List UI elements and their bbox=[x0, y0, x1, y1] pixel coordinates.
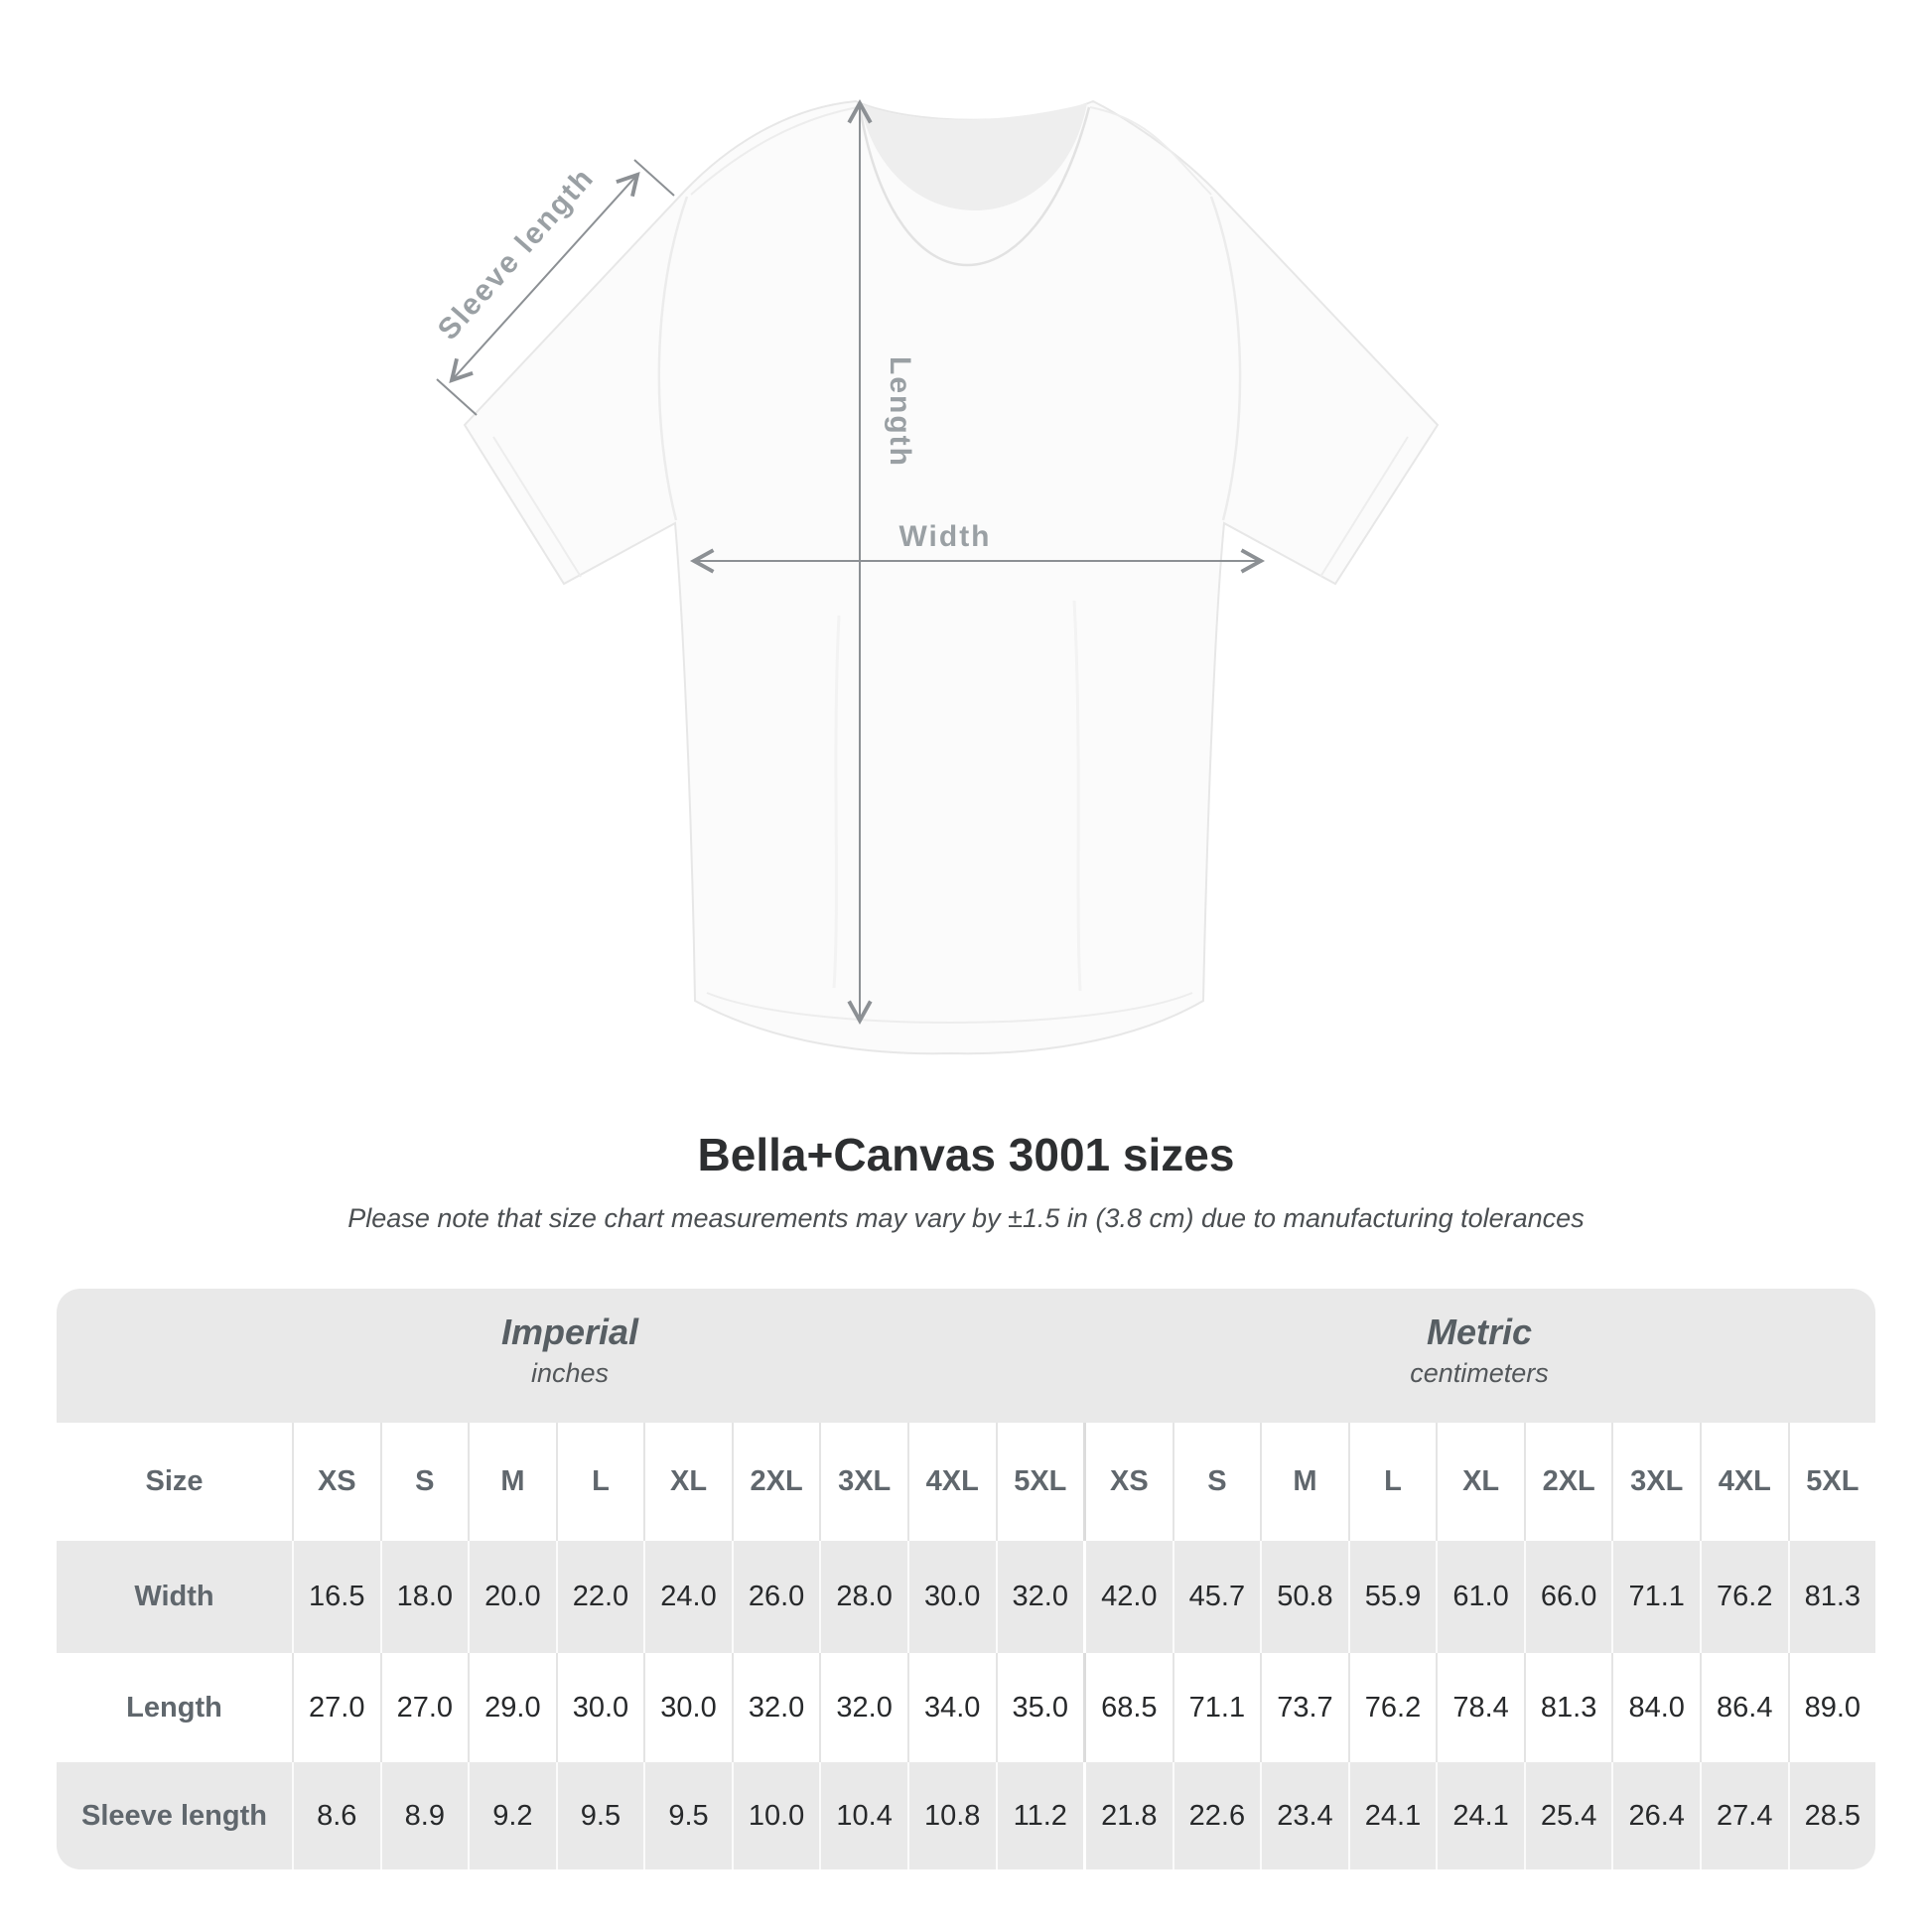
size-header-row: Size XS S M L XL 2XL 3XL 4XL 5XL XS S M L XL 2XL 3XL 4XL… bbox=[57, 1423, 1875, 1541]
size-column-header: 4XL bbox=[1700, 1423, 1788, 1541]
value-cell: 81.3 bbox=[1523, 1653, 1612, 1762]
imperial-group-header: Imperial inches bbox=[57, 1289, 1083, 1423]
size-column-header: XL bbox=[1436, 1423, 1524, 1541]
value-cell: 27.4 bbox=[1700, 1762, 1788, 1869]
value-cell: 27.0 bbox=[292, 1653, 380, 1762]
sleeve-length-arrow bbox=[436, 159, 675, 416]
value-cell: 10.4 bbox=[819, 1762, 907, 1869]
size-column-header: M bbox=[1260, 1423, 1348, 1541]
value-cell: 8.9 bbox=[379, 1762, 469, 1869]
value-cell: 24.1 bbox=[1347, 1762, 1437, 1869]
value-cell: 29.0 bbox=[468, 1653, 556, 1762]
metric-label: Metric bbox=[1426, 1311, 1533, 1352]
tshirt-illustration: Sleeve length Length Width bbox=[432, 98, 1440, 1055]
value-cell: 71.1 bbox=[1172, 1653, 1261, 1762]
value-cell: 45.7 bbox=[1172, 1541, 1261, 1653]
size-column-header: M bbox=[468, 1423, 556, 1541]
value-cell: 30.0 bbox=[555, 1653, 644, 1762]
value-cell: 68.5 bbox=[1083, 1653, 1173, 1762]
value-cell: 9.2 bbox=[468, 1762, 556, 1869]
value-cell: 55.9 bbox=[1347, 1541, 1437, 1653]
value-cell: 10.0 bbox=[731, 1762, 820, 1869]
length-label: Length bbox=[884, 356, 916, 468]
size-column-header: L bbox=[555, 1423, 644, 1541]
value-cell: 11.2 bbox=[995, 1762, 1084, 1869]
value-cell: 78.4 bbox=[1436, 1653, 1524, 1762]
value-cell: 71.1 bbox=[1611, 1541, 1700, 1653]
value-cell: 27.0 bbox=[379, 1653, 469, 1762]
value-cell: 22.6 bbox=[1172, 1762, 1261, 1869]
value-cell: 22.0 bbox=[555, 1541, 644, 1653]
row-label: Sleeve length bbox=[81, 1799, 267, 1832]
size-column-header: S bbox=[379, 1423, 469, 1541]
value-cell: 30.0 bbox=[906, 1541, 996, 1653]
value-cell: 9.5 bbox=[555, 1762, 644, 1869]
value-cell: 9.5 bbox=[643, 1762, 732, 1869]
size-column-header: 3XL bbox=[1611, 1423, 1700, 1541]
value-cell: 32.0 bbox=[995, 1541, 1084, 1653]
size-column-header: 5XL bbox=[1787, 1423, 1875, 1541]
imperial-unit: inches bbox=[530, 1358, 610, 1388]
value-cell: 86.4 bbox=[1700, 1653, 1788, 1762]
value-cell: 26.4 bbox=[1611, 1762, 1700, 1869]
size-column-header: XL bbox=[643, 1423, 732, 1541]
value-cell: 35.0 bbox=[995, 1653, 1084, 1762]
value-cell: 32.0 bbox=[731, 1653, 820, 1762]
value-cell: 73.7 bbox=[1260, 1653, 1348, 1762]
row-label: Width bbox=[134, 1581, 214, 1612]
value-cell: 8.6 bbox=[292, 1762, 380, 1869]
value-cell: 28.5 bbox=[1787, 1762, 1875, 1869]
value-cell: 81.3 bbox=[1787, 1541, 1875, 1653]
size-column-header: 2XL bbox=[1523, 1423, 1612, 1541]
size-column-header: 3XL bbox=[819, 1423, 907, 1541]
value-cell: 66.0 bbox=[1523, 1541, 1612, 1653]
value-cell: 26.0 bbox=[731, 1541, 820, 1653]
metric-unit: centimeters bbox=[1410, 1358, 1549, 1388]
size-column-header: XS bbox=[292, 1423, 380, 1541]
size-column-header: 2XL bbox=[731, 1423, 820, 1541]
width-label: Width bbox=[898, 520, 991, 553]
value-cell: 50.8 bbox=[1260, 1541, 1348, 1653]
imperial-label: Imperial bbox=[500, 1311, 639, 1352]
value-cell: 21.8 bbox=[1083, 1762, 1173, 1869]
metric-group-header: Metric centimeters bbox=[1083, 1289, 1875, 1423]
value-cell: 28.0 bbox=[819, 1541, 907, 1653]
value-cell: 34.0 bbox=[906, 1653, 996, 1762]
size-table: Imperial inches Metric centimeters Size … bbox=[57, 1289, 1875, 1869]
size-column-header: L bbox=[1347, 1423, 1437, 1541]
table-row-width: Width 16.5 18.0 20.0 22.0 24.0 26.0 28.0 30.0 32.… bbox=[57, 1541, 1875, 1653]
size-column-header: XS bbox=[1083, 1423, 1173, 1541]
value-cell: 10.8 bbox=[906, 1762, 996, 1869]
value-cell: 30.0 bbox=[643, 1653, 732, 1762]
unit-group-header: Imperial inches Metric centimeters bbox=[57, 1289, 1875, 1423]
value-cell: 20.0 bbox=[468, 1541, 556, 1653]
value-cell: 16.5 bbox=[292, 1541, 380, 1653]
tshirt-shape bbox=[463, 99, 1440, 1055]
size-corner-label: Size bbox=[145, 1465, 204, 1497]
page-subtitle: Please note that size chart measurements… bbox=[347, 1203, 1585, 1233]
value-cell: 32.0 bbox=[819, 1653, 907, 1762]
value-cell: 84.0 bbox=[1611, 1653, 1700, 1762]
tshirt-diagram: Sleeve length Length Width bbox=[432, 98, 1440, 1055]
value-cell: 25.4 bbox=[1523, 1762, 1612, 1869]
value-cell: 18.0 bbox=[379, 1541, 469, 1653]
value-cell: 76.2 bbox=[1700, 1541, 1788, 1653]
size-column-header: 4XL bbox=[906, 1423, 996, 1541]
size-column-header: S bbox=[1172, 1423, 1261, 1541]
value-cell: 24.0 bbox=[643, 1541, 732, 1653]
row-label: Length bbox=[126, 1691, 222, 1724]
table-row-length: Length 27.0 27.0 29.0 30.0 30.0 32.0 32.0 34.0 35… bbox=[57, 1653, 1875, 1762]
page-title: Bella+Canvas 3001 sizes bbox=[697, 1129, 1235, 1180]
size-column-header: 5XL bbox=[995, 1423, 1084, 1541]
value-cell: 42.0 bbox=[1083, 1541, 1173, 1653]
table-row-sleeve-length: Sleeve length 8.6 8.9 9.2 9.5 9.5 10.0 10.4 10.8… bbox=[57, 1762, 1875, 1869]
value-cell: 61.0 bbox=[1436, 1541, 1524, 1653]
value-cell: 24.1 bbox=[1436, 1762, 1524, 1869]
value-cell: 89.0 bbox=[1787, 1653, 1875, 1762]
value-cell: 76.2 bbox=[1347, 1653, 1437, 1762]
value-cell: 23.4 bbox=[1260, 1762, 1348, 1869]
